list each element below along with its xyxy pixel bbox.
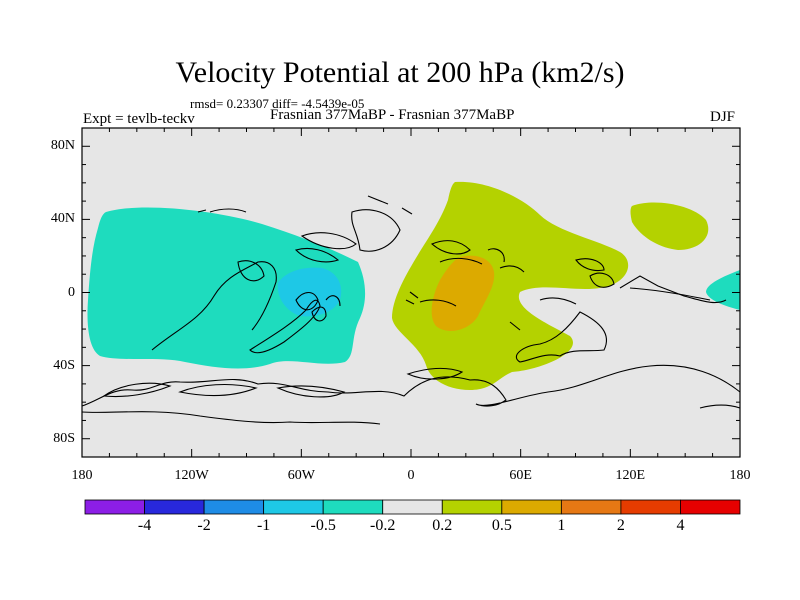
colorbar-swatch <box>441 499 503 515</box>
colorbar-label: 0.5 <box>491 517 512 534</box>
colorbar-label: 1 <box>557 517 566 534</box>
positive-anomaly-center <box>392 181 629 390</box>
y-tick-label: 80S <box>53 430 75 446</box>
negative-anomaly-west <box>87 207 366 369</box>
x-tick-label: 0 <box>407 468 415 483</box>
colorbar-swatch <box>263 499 324 515</box>
colorbar-swatch <box>560 499 622 515</box>
colorbar-swatch <box>382 499 443 515</box>
colorbar-swatch <box>144 499 205 515</box>
plot-subtitle: Frasnian 377MaBP - Frasnian 377MaBP <box>270 107 515 123</box>
colorbar-label: -0.5 <box>310 517 336 534</box>
positive-anomaly-northeast <box>630 202 709 250</box>
colorbar-label: 2 <box>616 517 625 534</box>
x-tick-label: 180 <box>71 468 93 483</box>
colorbar <box>84 499 741 515</box>
colorbar-label: -2 <box>197 517 211 534</box>
colorbar-label: -0.2 <box>370 517 396 534</box>
colorbar-swatch <box>680 499 741 515</box>
y-tick-label: 40N <box>50 211 75 227</box>
colorbar-swatch <box>620 499 681 515</box>
colorbar-label: 0.2 <box>432 517 453 534</box>
x-tick-label: 60W <box>287 468 315 483</box>
x-tick-label: 180 <box>729 468 751 483</box>
axis-ticks <box>81 127 741 458</box>
y-tick-label: 80N <box>50 138 75 154</box>
experiment-label: Expt = tevlb-teckv <box>83 111 195 127</box>
y-tick-label: 40S <box>53 357 75 373</box>
x-tick-label: 120W <box>174 468 209 483</box>
colorbar-swatch <box>322 499 384 515</box>
negative-anomaly-east-edge <box>706 270 740 310</box>
colorbar-swatch <box>84 499 145 515</box>
colorbar-label: 4 <box>676 517 685 534</box>
coastlines <box>81 195 741 425</box>
colorbar-label: -1 <box>256 517 271 534</box>
colorbar-swatch <box>203 499 265 515</box>
colorbar-swatch <box>501 499 562 515</box>
plot-title: Velocity Potential at 200 hPa (km2/s) <box>175 56 625 89</box>
x-tick-label: 60E <box>509 468 532 483</box>
stats-text: rmsd= 0.23307 diff= -4.5439e-05 <box>190 96 365 111</box>
colorbar-label: -4 <box>137 517 152 534</box>
y-tick-label: 0 <box>68 284 75 300</box>
season-label: DJF <box>710 109 736 125</box>
positive-anomaly-core <box>431 255 495 331</box>
x-tick-label: 120E <box>615 468 646 483</box>
velocity-potential-field <box>87 181 740 390</box>
